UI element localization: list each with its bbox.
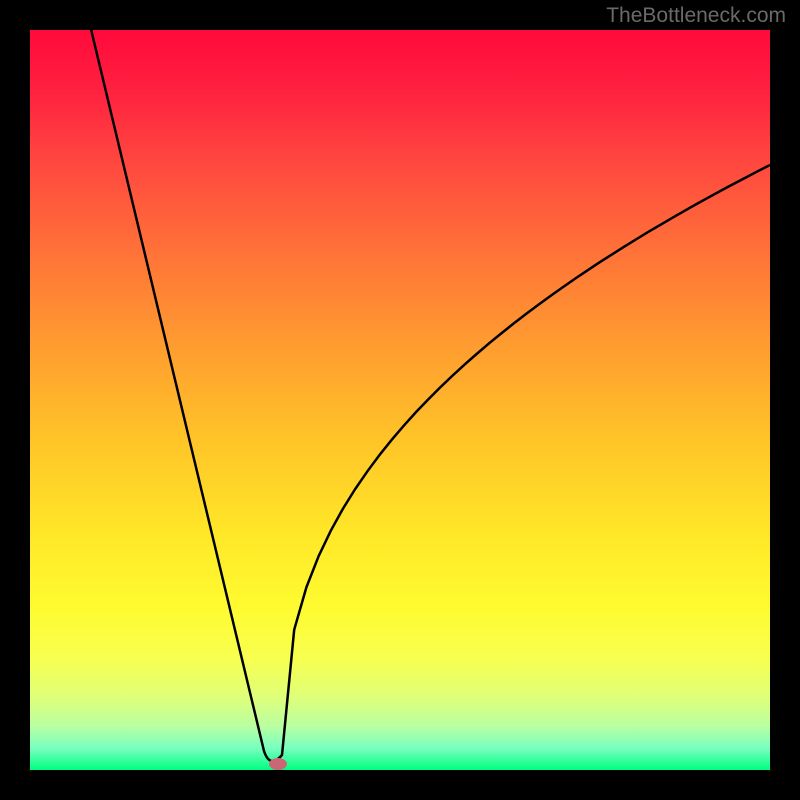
gradient-background xyxy=(30,30,770,770)
watermark-text: TheBottleneck.com xyxy=(606,4,786,28)
bottleneck-curve-svg xyxy=(30,30,770,770)
chart-plot-area xyxy=(30,30,770,770)
optimal-point-marker xyxy=(269,758,287,770)
